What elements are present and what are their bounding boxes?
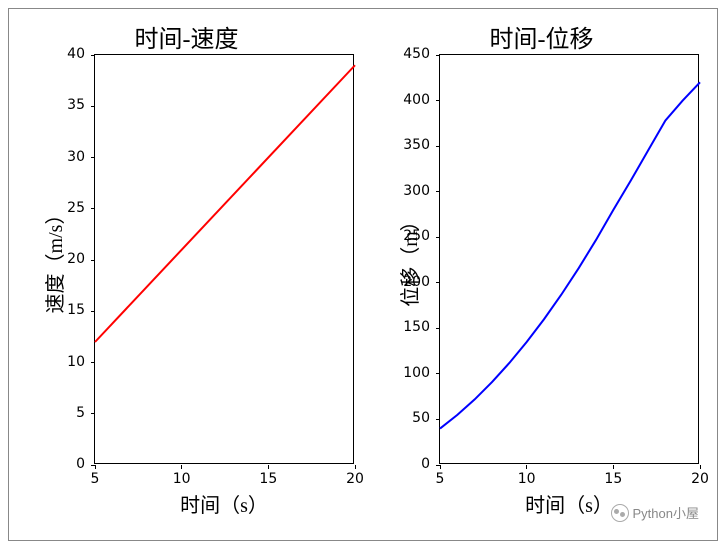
ytick-mark <box>91 413 95 414</box>
ytick-label: 200 <box>390 274 430 290</box>
ytick-label: 300 <box>390 183 430 199</box>
xtick-mark <box>526 465 527 469</box>
panel-left: 时间-速度 速度（m/s） 时间（s） 0510152025303540 510… <box>9 9 364 542</box>
xtick-label: 20 <box>680 471 720 487</box>
ytick-label: 25 <box>45 200 85 216</box>
ytick-mark <box>91 106 95 107</box>
xtick-label: 5 <box>420 471 460 487</box>
ytick-label: 10 <box>45 354 85 370</box>
figure-container: 时间-速度 速度（m/s） 时间（s） 0510152025303540 510… <box>8 8 718 541</box>
ytick-label: 150 <box>390 319 430 335</box>
ytick-label: 5 <box>45 405 85 421</box>
wechat-icon <box>611 504 629 522</box>
ytick-mark <box>91 157 95 158</box>
xtick-mark <box>95 465 96 469</box>
ytick-mark <box>91 311 95 312</box>
right-axes: 050100150200250300350400450 5101520 <box>439 54 699 464</box>
ytick-mark <box>91 208 95 209</box>
ytick-label: 20 <box>45 251 85 267</box>
ytick-label: 450 <box>390 46 430 62</box>
xtick-label: 10 <box>507 471 547 487</box>
ytick-label: 400 <box>390 92 430 108</box>
xtick-label: 5 <box>75 471 115 487</box>
ytick-label: 350 <box>390 137 430 153</box>
panel-right: 时间-位移 位移（m） 时间（s） 0501001502002503003504… <box>364 9 719 542</box>
ytick-mark <box>436 100 440 101</box>
ytick-label: 50 <box>390 410 430 426</box>
ytick-mark <box>436 282 440 283</box>
ytick-mark <box>436 373 440 374</box>
watermark: Python小屋 <box>611 503 699 522</box>
xtick-mark <box>181 465 182 469</box>
ytick-label: 35 <box>45 97 85 113</box>
xtick-mark <box>440 465 441 469</box>
xtick-mark <box>268 465 269 469</box>
ytick-mark <box>436 237 440 238</box>
xtick-label: 10 <box>162 471 202 487</box>
xtick-label: 15 <box>248 471 288 487</box>
ytick-label: 30 <box>45 149 85 165</box>
ytick-mark <box>91 260 95 261</box>
xtick-mark <box>700 465 701 469</box>
ytick-mark <box>436 419 440 420</box>
ytick-label: 0 <box>390 456 430 472</box>
ytick-mark <box>436 146 440 147</box>
ytick-mark <box>91 55 95 56</box>
ytick-label: 15 <box>45 302 85 318</box>
ytick-mark <box>91 362 95 363</box>
left-plot-svg <box>95 55 355 465</box>
left-axes: 0510152025303540 5101520 <box>94 54 354 464</box>
right-line <box>440 82 700 428</box>
watermark-text: Python小屋 <box>633 503 699 522</box>
ytick-label: 40 <box>45 46 85 62</box>
xtick-label: 15 <box>593 471 633 487</box>
ytick-label: 250 <box>390 228 430 244</box>
left-xlabel: 时间（s） <box>94 489 354 518</box>
xtick-mark <box>613 465 614 469</box>
ytick-mark <box>436 55 440 56</box>
ytick-label: 0 <box>45 456 85 472</box>
xtick-mark <box>355 465 356 469</box>
left-line <box>95 65 355 342</box>
right-plot-svg <box>440 55 700 465</box>
ytick-label: 100 <box>390 365 430 381</box>
ytick-mark <box>436 191 440 192</box>
ytick-mark <box>436 328 440 329</box>
